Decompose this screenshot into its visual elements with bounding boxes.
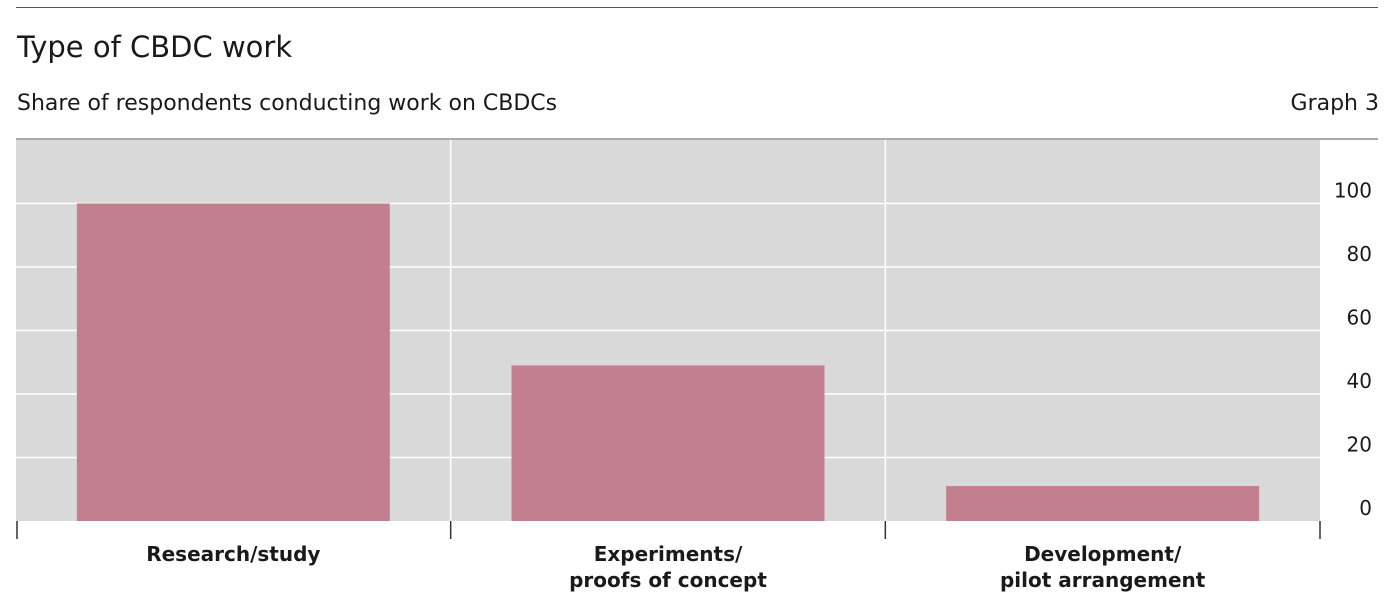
y-tick-label: 20 <box>1347 433 1372 457</box>
x-category-label: proofs of concept <box>569 568 767 592</box>
chart-subtitle: Share of respondents conducting work on … <box>17 91 558 116</box>
y-tick-label: 100 <box>1334 179 1372 203</box>
y-tick-label: 80 <box>1347 242 1372 266</box>
x-category-label: Research/study <box>146 542 320 566</box>
y-tick-label: 60 <box>1347 306 1372 330</box>
top-rule <box>16 7 1378 8</box>
graph-number: Graph 3 <box>1290 91 1379 116</box>
bar-0 <box>76 203 390 521</box>
x-category-label: Development/ <box>1024 542 1182 566</box>
x-category-label: Experiments/ <box>594 542 743 566</box>
chart-title: Type of CBDC work <box>17 30 293 64</box>
x-category-label: pilot arrangement <box>1000 568 1206 592</box>
y-tick-label: 0 <box>1359 496 1372 520</box>
y-tick-label: 40 <box>1347 369 1372 393</box>
bar-1 <box>511 365 825 521</box>
bar-2 <box>946 486 1260 521</box>
